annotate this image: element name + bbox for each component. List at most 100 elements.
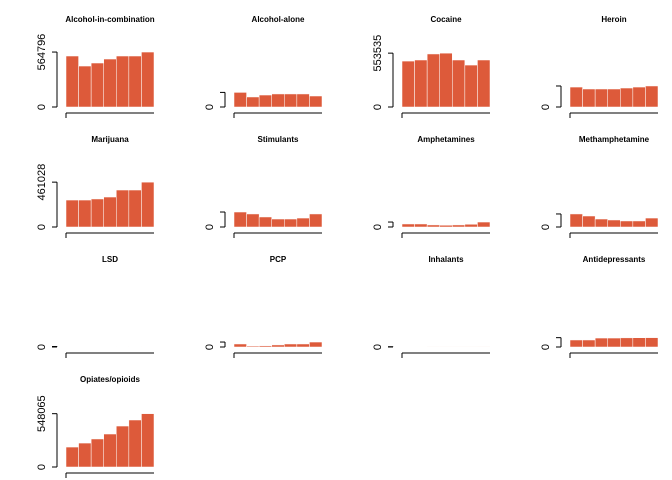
bar [594, 218, 608, 228]
bar [309, 213, 323, 228]
bar [258, 94, 272, 108]
bar [645, 217, 659, 228]
panel-title: PCP [270, 255, 287, 264]
bar [246, 213, 260, 228]
bar [414, 223, 428, 228]
bar [309, 341, 323, 348]
y-tick-label: 0 [372, 344, 384, 350]
bar [296, 217, 310, 228]
bar [569, 213, 583, 228]
bar [632, 337, 646, 348]
bar [78, 199, 92, 228]
y-tick-label: 564796 [36, 34, 48, 71]
bar [296, 93, 310, 108]
y-tick-label: 0 [36, 464, 48, 470]
bar [645, 337, 659, 348]
bar [477, 221, 491, 228]
panel-title: Heroin [601, 15, 626, 24]
bar [233, 92, 247, 108]
bar [594, 337, 608, 348]
bar [452, 59, 466, 108]
bar [271, 218, 285, 228]
y-tick-label: 0 [372, 104, 384, 110]
bar [246, 345, 260, 348]
bar [65, 55, 79, 108]
panel-title: Cocaine [430, 15, 462, 24]
y-tick-label: 0 [204, 344, 216, 350]
bar [464, 64, 478, 108]
panel-title: LSD [102, 255, 118, 264]
y-tick-label: 0 [204, 224, 216, 230]
bar [569, 339, 583, 348]
bar [246, 96, 260, 108]
bar [258, 345, 272, 348]
panel-title: Opiates/opioids [80, 375, 141, 384]
bar [582, 339, 596, 348]
bar [271, 344, 285, 348]
bar [128, 419, 142, 468]
panel-title: Stimulants [258, 135, 299, 144]
y-tick-label: 461028 [36, 164, 48, 201]
bar [477, 59, 491, 108]
bar [284, 343, 298, 348]
bar [594, 88, 608, 108]
bar [569, 86, 583, 108]
bar [128, 55, 142, 108]
bar [90, 198, 104, 228]
bar [141, 51, 155, 108]
bar [233, 211, 247, 228]
bar [401, 223, 415, 228]
panel-title: Antidepressants [583, 255, 646, 264]
y-tick-label: 0 [372, 224, 384, 230]
y-tick-label: 553535 [372, 35, 384, 72]
bar [426, 53, 440, 108]
bar [439, 224, 453, 228]
bar [103, 433, 117, 468]
bar [141, 181, 155, 228]
bar [439, 52, 453, 108]
bar [78, 65, 92, 108]
y-tick-label: 0 [540, 104, 552, 110]
bar [620, 337, 634, 348]
bar [309, 95, 323, 108]
bar [607, 337, 621, 348]
bar [632, 220, 646, 228]
y-tick-label: 0 [540, 344, 552, 350]
bar [414, 59, 428, 108]
bar [296, 343, 310, 348]
panel-title: Inhalants [428, 255, 464, 264]
bar [607, 219, 621, 228]
panel-title: Alcohol-alone [252, 15, 305, 24]
panel-title: Methamphetamine [579, 135, 650, 144]
bar [116, 55, 130, 108]
bar [452, 224, 466, 228]
bar [65, 199, 79, 228]
bar [141, 413, 155, 468]
bar [65, 446, 79, 468]
bar [426, 224, 440, 228]
y-tick-label: 0 [36, 344, 48, 350]
bar [90, 62, 104, 108]
bar [128, 189, 142, 228]
y-tick-label: 0 [540, 224, 552, 230]
y-tick-label: 548065 [36, 395, 48, 432]
bar [645, 85, 659, 108]
bar [632, 86, 646, 108]
panel-title: Amphetamines [417, 135, 475, 144]
bar [401, 60, 415, 108]
bar [78, 442, 92, 468]
y-tick-label: 0 [204, 104, 216, 110]
bar [271, 93, 285, 108]
bar [90, 438, 104, 468]
panel-title: Marijuana [91, 135, 129, 144]
bar [620, 220, 634, 228]
bar [607, 88, 621, 108]
bar [620, 87, 634, 108]
bar [116, 189, 130, 228]
bar [464, 224, 478, 228]
bar [103, 58, 117, 108]
bar [582, 88, 596, 108]
bar [284, 218, 298, 228]
bar [284, 93, 298, 108]
